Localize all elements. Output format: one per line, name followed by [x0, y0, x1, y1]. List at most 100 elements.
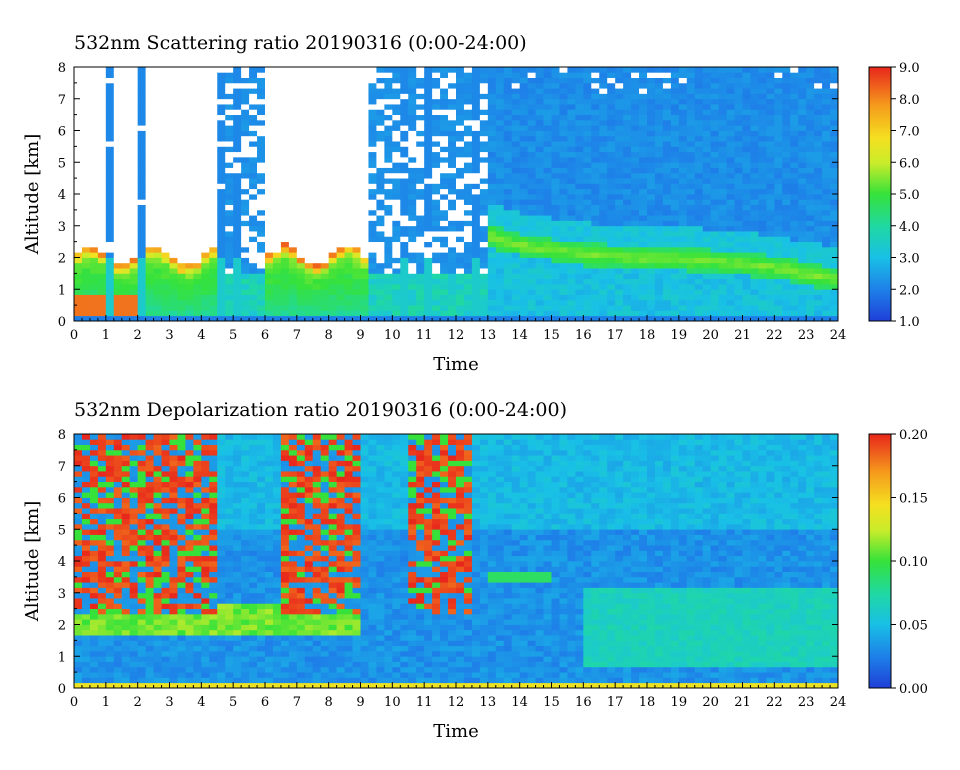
scattering-cell: [320, 67, 330, 73]
scattering-cell: [471, 146, 481, 153]
scattering-cell: [806, 178, 815, 184]
scattering-cell: [137, 93, 147, 100]
scattering-cell: [463, 204, 473, 211]
scattering-cell: [81, 93, 91, 100]
scattering-cell: [225, 278, 234, 285]
scattering-cell: [257, 67, 266, 73]
scattering-cell: [121, 252, 131, 258]
scattering-cell: [814, 215, 823, 221]
scattering-cell: [400, 82, 409, 89]
scattering-cell: [678, 162, 688, 168]
scattering-cell: [113, 82, 123, 89]
scattering-cell: [89, 178, 99, 184]
scattering-cell: [161, 273, 170, 280]
scattering-cell: [647, 273, 656, 280]
scattering-cell: [670, 178, 680, 184]
scattering-cell: [686, 77, 696, 84]
scattering-cell: [487, 204, 497, 211]
scattering-cell: [694, 183, 704, 190]
scattering-cell: [750, 156, 759, 163]
scattering-cell: [177, 98, 186, 105]
scattering-cell: [416, 141, 425, 147]
scattering-cell: [519, 257, 529, 264]
scattering-cell: [440, 178, 449, 184]
scattering-cell: [177, 188, 186, 195]
scattering-cell: [344, 241, 353, 248]
scattering-cell: [177, 262, 186, 269]
scattering-cell: [217, 252, 226, 258]
scattering-cell: [400, 114, 409, 121]
scattering-cell: [559, 98, 568, 105]
scattering-cell: [607, 305, 616, 311]
scattering-cell: [615, 289, 624, 295]
scattering-cell: [408, 67, 417, 73]
scattering-cell: [145, 204, 154, 211]
scattering-cell: [74, 252, 83, 258]
scattering-cell: [360, 183, 369, 190]
scattering-cell: [798, 299, 807, 306]
scattering-cell: [89, 151, 99, 158]
scattering-cell: [424, 178, 433, 184]
scattering-cell: [272, 98, 282, 105]
scattering-cell: [296, 204, 306, 211]
scattering-cell: [288, 156, 298, 163]
scattering-cell: [686, 188, 696, 195]
scattering-cell: [145, 283, 154, 290]
scattering-cell: [591, 220, 600, 227]
scattering-cell: [487, 104, 497, 110]
scattering-cell: [416, 283, 425, 290]
scattering-cell: [233, 294, 242, 301]
scattering-cell: [583, 294, 592, 301]
scattering-cell: [416, 167, 425, 174]
scattering-cell: [559, 204, 568, 211]
scattering-cell: [432, 162, 441, 168]
scattering-cell: [599, 315, 608, 321]
scattering-cell: [376, 119, 385, 126]
scattering-cell: [662, 151, 672, 158]
scattering-cell: [376, 268, 385, 274]
scattering-cell: [448, 72, 457, 78]
scattering-cell: [718, 241, 727, 248]
depolarization-cell: [97, 566, 107, 572]
scattering-cell: [694, 172, 704, 179]
scattering-cell: [782, 268, 791, 274]
scattering-cell: [471, 220, 481, 227]
scattering-cell: [559, 104, 568, 110]
scattering-cell: [233, 67, 242, 73]
scattering-cell: [392, 273, 401, 280]
scattering-cell: [758, 188, 767, 195]
scattering-cell: [161, 283, 170, 290]
scattering-cell: [249, 156, 258, 163]
scattering-cell: [320, 199, 330, 205]
scattering-cell: [241, 82, 250, 89]
scattering-cell: [432, 67, 441, 73]
depolarization-cell: [97, 656, 107, 662]
scattering-cell: [654, 204, 664, 211]
scattering-cell: [145, 104, 154, 110]
scattering-cell: [742, 257, 751, 264]
scattering-cell: [177, 172, 186, 179]
scattering-cell: [272, 231, 282, 237]
scattering-colorbar-tick-label: 3.0: [899, 252, 920, 267]
scattering-cell: [416, 104, 425, 110]
scattering-cell: [487, 172, 497, 179]
scattering-cell: [153, 119, 162, 126]
scattering-cell: [129, 104, 139, 110]
scattering-cell: [257, 146, 266, 153]
scattering-cell: [702, 236, 712, 243]
scattering-cell: [647, 183, 656, 190]
scattering-cell: [153, 294, 162, 301]
scattering-cell: [225, 156, 234, 163]
scattering-cell: [631, 199, 640, 205]
scattering-cell: [257, 305, 266, 311]
scattering-cell: [495, 305, 505, 311]
scattering-cell: [336, 294, 345, 301]
scattering-cell: [336, 231, 345, 237]
scattering-cell: [360, 130, 369, 137]
scattering-cell: [169, 82, 178, 89]
scattering-cell: [543, 283, 552, 290]
scattering-cell: [670, 167, 680, 174]
scattering-cell: [798, 162, 807, 168]
depolarization-cell: [97, 666, 107, 673]
scattering-cell: [503, 289, 513, 295]
